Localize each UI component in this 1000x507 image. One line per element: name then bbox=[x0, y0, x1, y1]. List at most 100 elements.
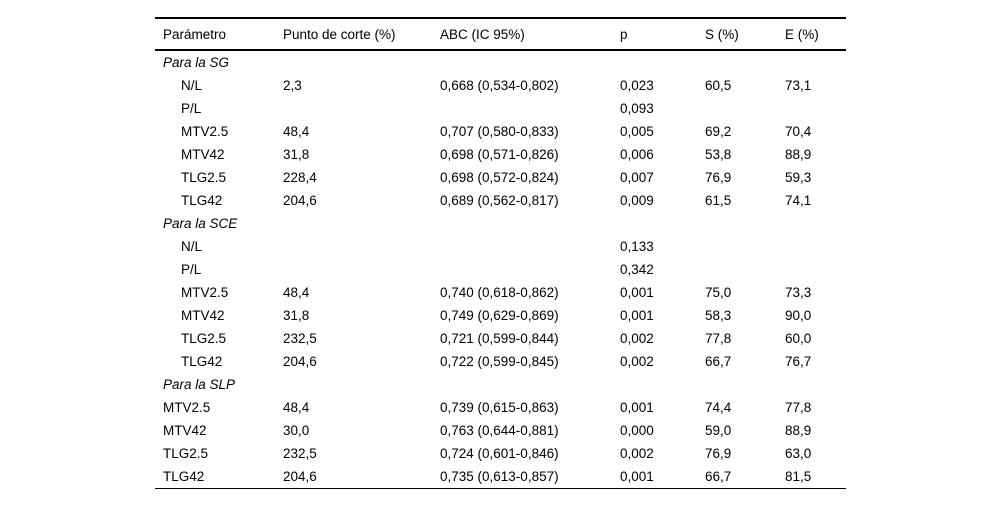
cell-s: 76,9 bbox=[705, 170, 732, 185]
cell-punto-de-corte: 232,5 bbox=[283, 331, 317, 346]
cell-p: 0,002 bbox=[620, 446, 654, 461]
table-row: N/L 0,133 bbox=[155, 235, 846, 258]
cell-punto-de-corte: 2,3 bbox=[283, 78, 302, 93]
section-title-row: Para la SG bbox=[155, 50, 846, 74]
cell-abc-ic95: 0,722 (0,599-0,845) bbox=[440, 354, 559, 369]
section-title-row: Para la SLP bbox=[155, 373, 846, 396]
table-row: TLG2.5 232,5 0,721 (0,599-0,844) 0,002 77,8 6… bbox=[155, 327, 846, 350]
cell-s: 69,2 bbox=[705, 124, 732, 139]
cell-s: 61,5 bbox=[705, 193, 732, 208]
table-header: Parámetro Punto de corte (%) ABC (IC 95%… bbox=[155, 18, 846, 50]
section-title: Para la SG bbox=[163, 55, 230, 70]
cell-punto-de-corte: 31,8 bbox=[283, 147, 310, 162]
cell-p: 0,001 bbox=[620, 308, 654, 323]
results-table: Parámetro Punto de corte (%) ABC (IC 95%… bbox=[155, 17, 846, 489]
cell-punto-de-corte: 204,6 bbox=[283, 354, 317, 369]
column-header-punto-de-corte: Punto de corte (%) bbox=[283, 26, 396, 42]
cell-abc-ic95: 0,668 (0,534-0,802) bbox=[440, 78, 559, 93]
cell-parametro: N/L bbox=[181, 78, 203, 93]
table-row: MTV2.5 48,4 0,739 (0,615-0,863) 0,001 74,4 77… bbox=[155, 396, 846, 419]
cell-e: 59,3 bbox=[785, 170, 812, 185]
cell-s bbox=[697, 235, 777, 258]
cell-punto-de-corte: 30,0 bbox=[283, 423, 310, 438]
cell-abc-ic95 bbox=[432, 235, 612, 258]
cell-parametro: MTV2.5 bbox=[181, 124, 229, 139]
cell-parametro: P/L bbox=[181, 262, 202, 277]
cell-parametro: MTV42 bbox=[181, 308, 225, 323]
cell-e: 74,1 bbox=[785, 193, 812, 208]
cell-abc-ic95 bbox=[432, 258, 612, 281]
cell-abc-ic95: 0,763 (0,644-0,881) bbox=[440, 423, 559, 438]
cell-parametro: TLG2.5 bbox=[181, 331, 227, 346]
section-title: Para la SLP bbox=[163, 377, 236, 392]
cell-abc-ic95 bbox=[432, 97, 612, 120]
cell-s: 58,3 bbox=[705, 308, 732, 323]
cell-s: 77,8 bbox=[705, 331, 732, 346]
cell-abc-ic95: 0,735 (0,613-0,857) bbox=[440, 469, 559, 484]
table-body: Para la SG N/L 2,3 0,668 (0,534-0,802) 0,023… bbox=[155, 50, 846, 489]
column-header-p: p bbox=[620, 26, 628, 42]
cell-parametro: MTV42 bbox=[163, 423, 207, 438]
cell-parametro: TLG42 bbox=[181, 354, 223, 369]
cell-e: 88,9 bbox=[785, 147, 812, 162]
table-row: TLG2.5 232,5 0,724 (0,601-0,846) 0,002 76,9 6… bbox=[155, 442, 846, 465]
section-title-row: Para la SCE bbox=[155, 212, 846, 235]
cell-p: 0,000 bbox=[620, 423, 654, 438]
cell-p: 0,342 bbox=[620, 262, 654, 277]
cell-s: 75,0 bbox=[705, 285, 732, 300]
cell-s: 66,7 bbox=[705, 469, 732, 484]
cell-p: 0,001 bbox=[620, 469, 654, 484]
cell-punto-de-corte: 31,8 bbox=[283, 308, 310, 323]
cell-e: 73,3 bbox=[785, 285, 812, 300]
cell-punto-de-corte bbox=[275, 258, 432, 281]
header-row: Parámetro Punto de corte (%) ABC (IC 95%… bbox=[155, 18, 846, 50]
table-row: MTV42 31,8 0,698 (0,571-0,826) 0,006 53,8 88,… bbox=[155, 143, 846, 166]
cell-parametro: MTV2.5 bbox=[163, 400, 211, 415]
cell-punto-de-corte: 204,6 bbox=[283, 469, 317, 484]
cell-p: 0,002 bbox=[620, 354, 654, 369]
cell-e: 70,4 bbox=[785, 124, 812, 139]
cell-abc-ic95: 0,689 (0,562-0,817) bbox=[440, 193, 559, 208]
cell-parametro: TLG42 bbox=[181, 193, 223, 208]
cell-s: 59,0 bbox=[705, 423, 732, 438]
cell-punto-de-corte: 48,4 bbox=[283, 285, 310, 300]
cell-punto-de-corte: 232,5 bbox=[283, 446, 317, 461]
cell-abc-ic95: 0,698 (0,571-0,826) bbox=[440, 147, 559, 162]
cell-e bbox=[777, 97, 846, 120]
cell-e: 81,5 bbox=[785, 469, 812, 484]
cell-parametro: P/L bbox=[181, 101, 202, 116]
cell-parametro: MTV42 bbox=[181, 147, 225, 162]
cell-abc-ic95: 0,724 (0,601-0,846) bbox=[440, 446, 559, 461]
column-header-parametro: Parámetro bbox=[163, 26, 227, 42]
cell-p: 0,001 bbox=[620, 285, 654, 300]
cell-p: 0,005 bbox=[620, 124, 654, 139]
cell-e: 90,0 bbox=[785, 308, 812, 323]
cell-parametro: N/L bbox=[181, 239, 203, 254]
column-header-abc-ic95: ABC (IC 95%) bbox=[440, 26, 525, 42]
cell-s: 60,5 bbox=[705, 78, 732, 93]
cell-e: 76,7 bbox=[785, 354, 812, 369]
cell-parametro: MTV2.5 bbox=[181, 285, 229, 300]
cell-p: 0,023 bbox=[620, 78, 654, 93]
column-header-s: S (%) bbox=[705, 26, 739, 42]
cell-parametro: TLG42 bbox=[163, 469, 205, 484]
section-title: Para la SCE bbox=[163, 216, 238, 231]
cell-e: 60,0 bbox=[785, 331, 812, 346]
cell-parametro: TLG2.5 bbox=[163, 446, 209, 461]
column-header-e: E (%) bbox=[785, 26, 819, 42]
table-row: TLG42 204,6 0,722 (0,599-0,845) 0,002 66,7 76… bbox=[155, 350, 846, 373]
cell-p: 0,133 bbox=[620, 239, 654, 254]
cell-punto-de-corte: 228,4 bbox=[283, 170, 317, 185]
cell-e: 63,0 bbox=[785, 446, 812, 461]
cell-e: 88,9 bbox=[785, 423, 812, 438]
table-row: MTV42 31,8 0,749 (0,629-0,869) 0,001 58,3 90,… bbox=[155, 304, 846, 327]
cell-s: 76,9 bbox=[705, 446, 732, 461]
cell-p: 0,002 bbox=[620, 331, 654, 346]
cell-punto-de-corte: 204,6 bbox=[283, 193, 317, 208]
cell-punto-de-corte: 48,4 bbox=[283, 400, 310, 415]
cell-s: 53,8 bbox=[705, 147, 732, 162]
cell-p: 0,001 bbox=[620, 400, 654, 415]
cell-parametro: TLG2.5 bbox=[181, 170, 227, 185]
cell-punto-de-corte bbox=[275, 235, 432, 258]
table-row: MTV42 30,0 0,763 (0,644-0,881) 0,000 59,0 88,… bbox=[155, 419, 846, 442]
